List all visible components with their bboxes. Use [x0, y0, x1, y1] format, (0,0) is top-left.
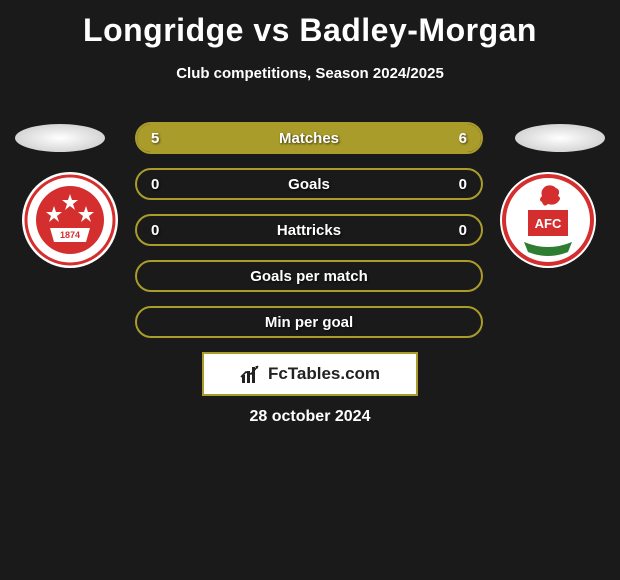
hamilton-badge-icon: 1874	[20, 170, 120, 270]
stat-label: Min per goal	[137, 314, 481, 331]
shadow-disc-left	[15, 124, 105, 152]
svg-text:1874: 1874	[60, 230, 80, 240]
stat-row: 0Goals0	[135, 168, 483, 200]
chart-icon	[240, 363, 262, 385]
right-club-badge: AFC	[498, 170, 598, 270]
stat-value-right: 6	[449, 130, 467, 147]
stat-row: 5Matches6	[135, 122, 483, 154]
airdrie-badge-icon: AFC	[498, 170, 598, 270]
stat-label: Goals per match	[137, 268, 481, 285]
page-title: Longridge vs Badley-Morgan	[0, 0, 620, 49]
stat-row: Goals per match	[135, 260, 483, 292]
stat-value-right: 0	[449, 222, 467, 239]
stat-label: Matches	[137, 130, 481, 147]
subtitle: Club competitions, Season 2024/2025	[0, 65, 620, 82]
brand-box[interactable]: FcTables.com	[202, 352, 418, 396]
stat-value-right: 0	[449, 176, 467, 193]
stat-label: Goals	[137, 176, 481, 193]
date-label: 28 october 2024	[0, 408, 620, 426]
stat-row: Min per goal	[135, 306, 483, 338]
left-club-badge: 1874	[20, 170, 120, 270]
comparison-card: Longridge vs Badley-Morgan Club competit…	[0, 0, 620, 580]
stat-label: Hattricks	[137, 222, 481, 239]
stat-row: 0Hattricks0	[135, 214, 483, 246]
brand-text: FcTables.com	[268, 364, 380, 384]
stats-list: 5Matches60Goals00Hattricks0Goals per mat…	[135, 122, 483, 352]
svg-text:AFC: AFC	[535, 216, 562, 231]
shadow-disc-right	[515, 124, 605, 152]
